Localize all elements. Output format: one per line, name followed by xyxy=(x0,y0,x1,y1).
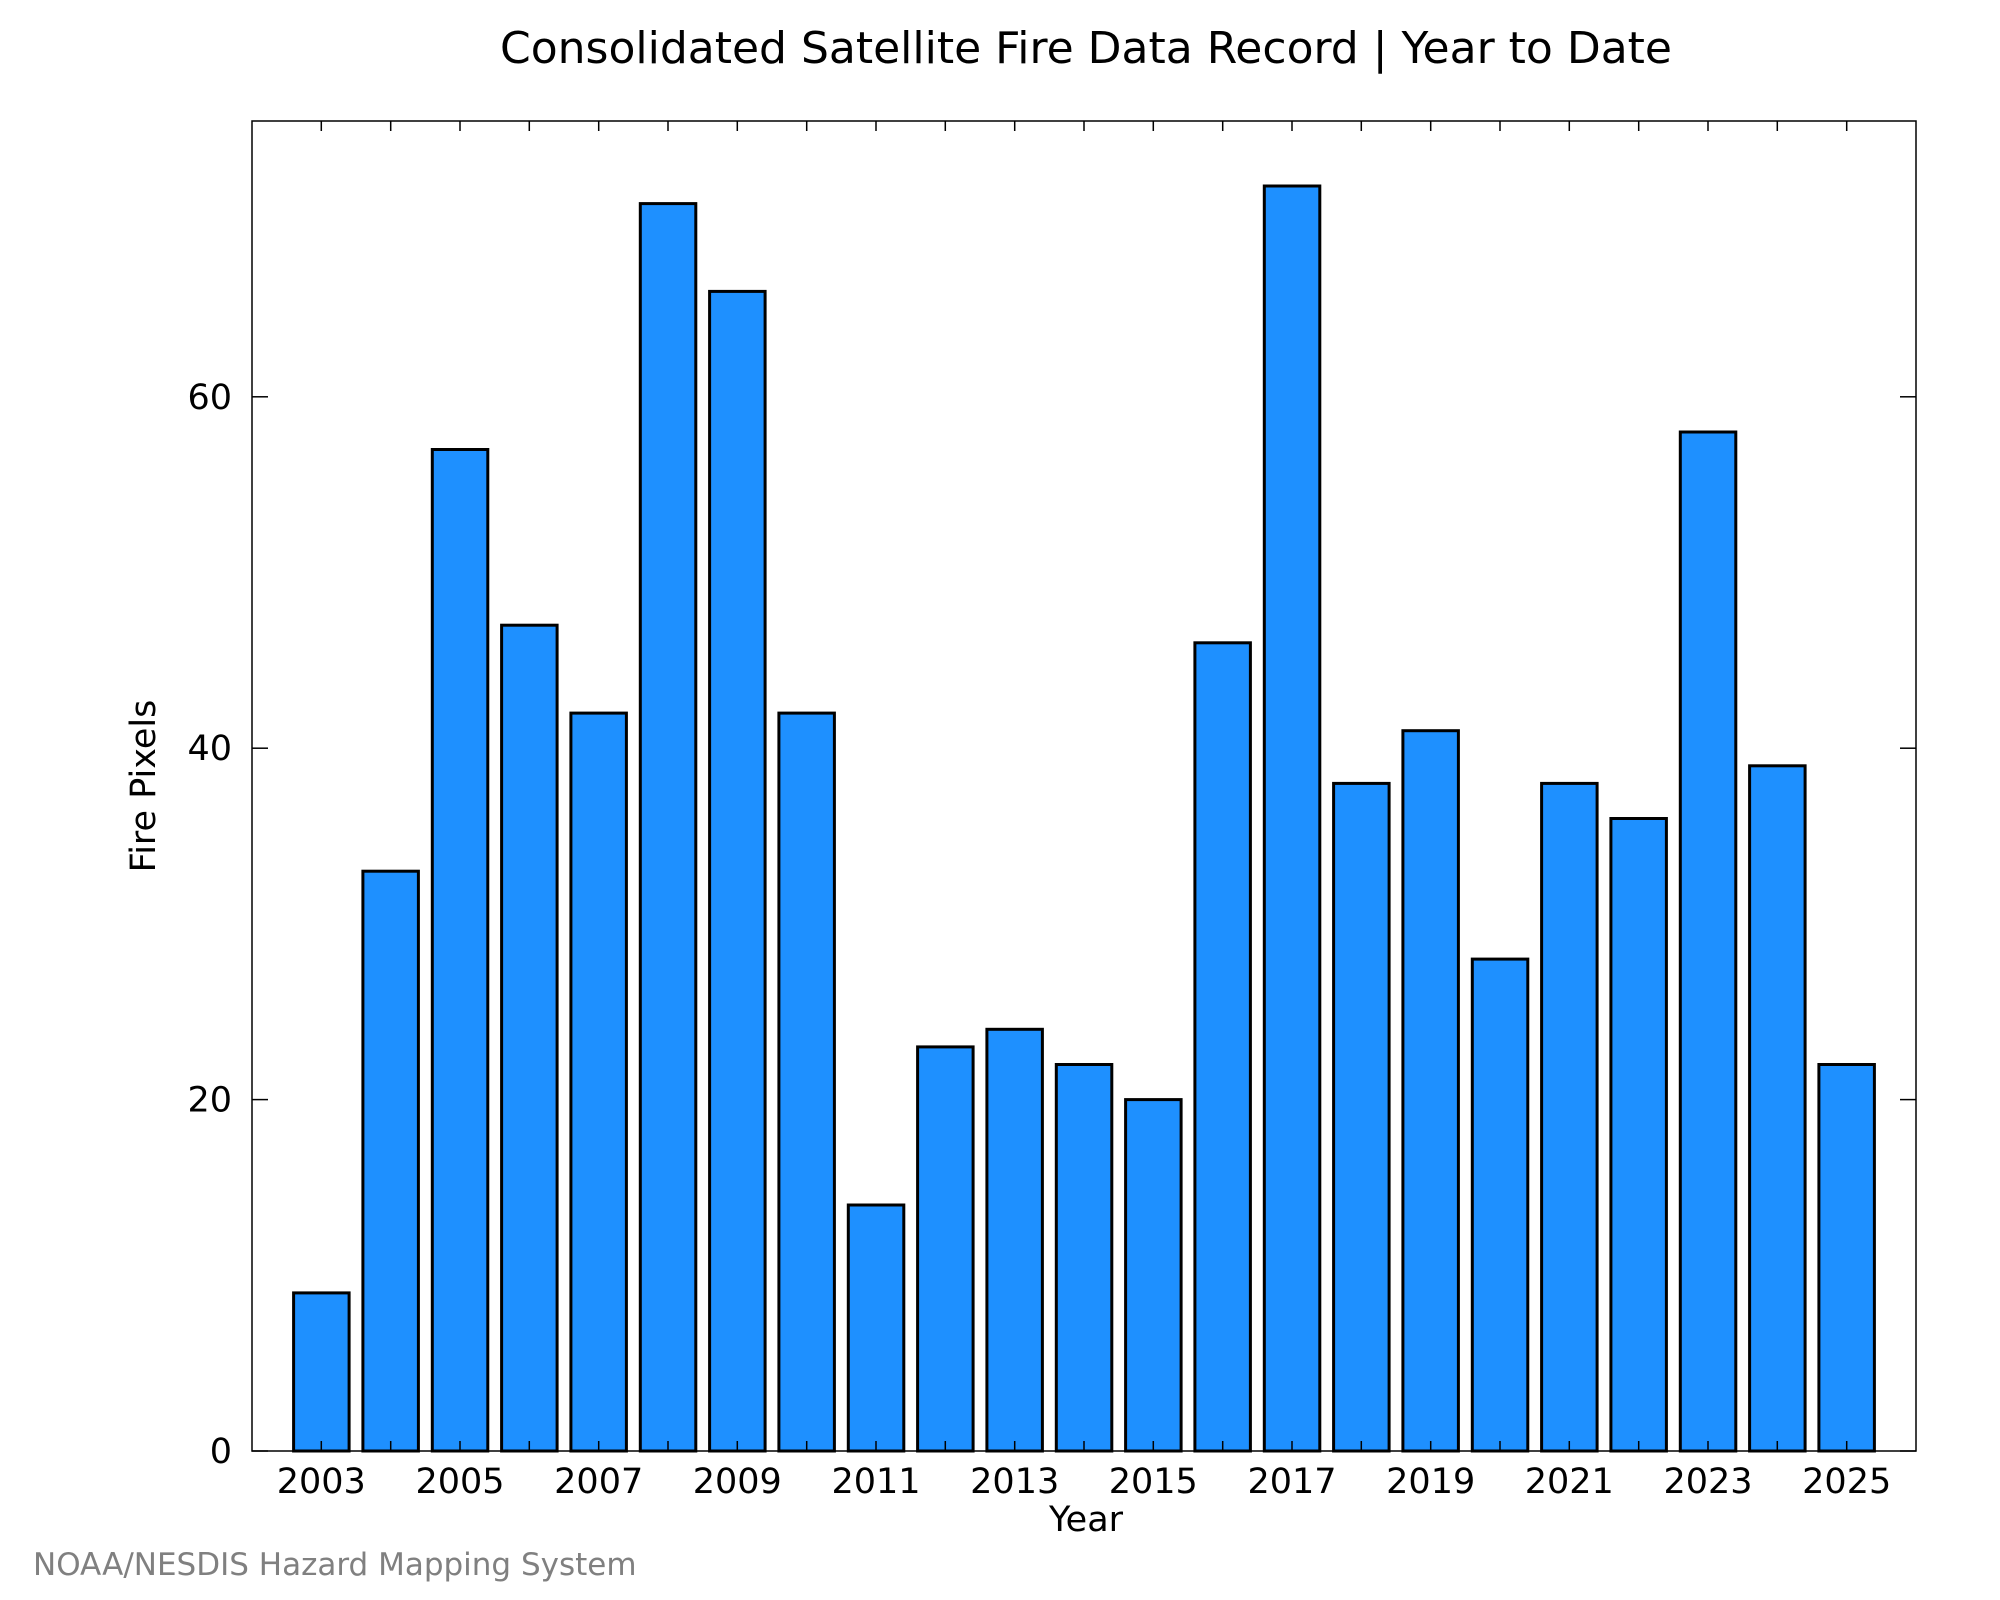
x-tick-labels: 2003 2005 2007 2009 2011 2013 2015 2017 2019 2021… xyxy=(277,1462,1891,1502)
x-tick-label: 2003 xyxy=(277,1462,366,1502)
y-tick-labels: 0 20 40 60 xyxy=(187,378,232,1472)
bar-2017 xyxy=(1262,184,1322,1453)
bar-2008 xyxy=(638,202,698,1453)
y-axis-label: Fire Pixels xyxy=(124,700,164,873)
bar-2011 xyxy=(846,1203,906,1453)
bar-2003 xyxy=(292,1291,351,1453)
x-tick-label: 2025 xyxy=(1802,1462,1891,1502)
bar-2016 xyxy=(1193,641,1252,1453)
bar-2024 xyxy=(1748,764,1807,1453)
x-tick-label: 2009 xyxy=(693,1462,782,1502)
bar-2025 xyxy=(1817,1063,1876,1453)
x-tick-label: 2007 xyxy=(554,1462,643,1502)
plot-frame xyxy=(251,120,1917,1452)
x-tick-label: 2019 xyxy=(1386,1462,1475,1502)
bar-2015 xyxy=(1124,1098,1183,1453)
bar-2022 xyxy=(1609,817,1668,1453)
bar-2018 xyxy=(1332,781,1391,1453)
bar-2020 xyxy=(1470,957,1530,1453)
x-tick-label: 2015 xyxy=(1109,1462,1198,1502)
bar-2019 xyxy=(1401,729,1460,1453)
bar-2005 xyxy=(430,448,490,1453)
bar-2012 xyxy=(916,1045,975,1453)
bar-2010 xyxy=(777,711,836,1453)
x-tick-label: 2021 xyxy=(1525,1462,1614,1502)
bar-group xyxy=(292,184,1876,1453)
bar-2007 xyxy=(569,711,628,1453)
chart-title: Consolidated Satellite Fire Data Record … xyxy=(500,23,1672,74)
bar-2014 xyxy=(1054,1063,1114,1453)
bar-2009 xyxy=(708,289,767,1453)
x-tick-label: 2017 xyxy=(1247,1462,1336,1502)
x-tick-label: 2011 xyxy=(831,1462,920,1502)
x-tick-label: 2013 xyxy=(970,1462,1059,1502)
y-tick-label: 20 xyxy=(187,1081,232,1121)
y-tick-label: 0 xyxy=(210,1432,232,1472)
y-tick-label: 60 xyxy=(187,378,232,418)
x-tick-label: 2023 xyxy=(1663,1462,1752,1502)
x-axis-label: Year xyxy=(1048,1500,1124,1540)
bar-2023 xyxy=(1678,430,1738,1453)
bar-2013 xyxy=(985,1027,1044,1453)
y-tick-label: 40 xyxy=(187,729,232,769)
bar-2021 xyxy=(1540,781,1599,1453)
bar-2006 xyxy=(500,623,559,1453)
x-tick-label: 2005 xyxy=(415,1462,504,1502)
footer-source-credit: NOAA/NESDIS Hazard Mapping System xyxy=(33,1547,637,1583)
bar-2004 xyxy=(361,869,420,1453)
